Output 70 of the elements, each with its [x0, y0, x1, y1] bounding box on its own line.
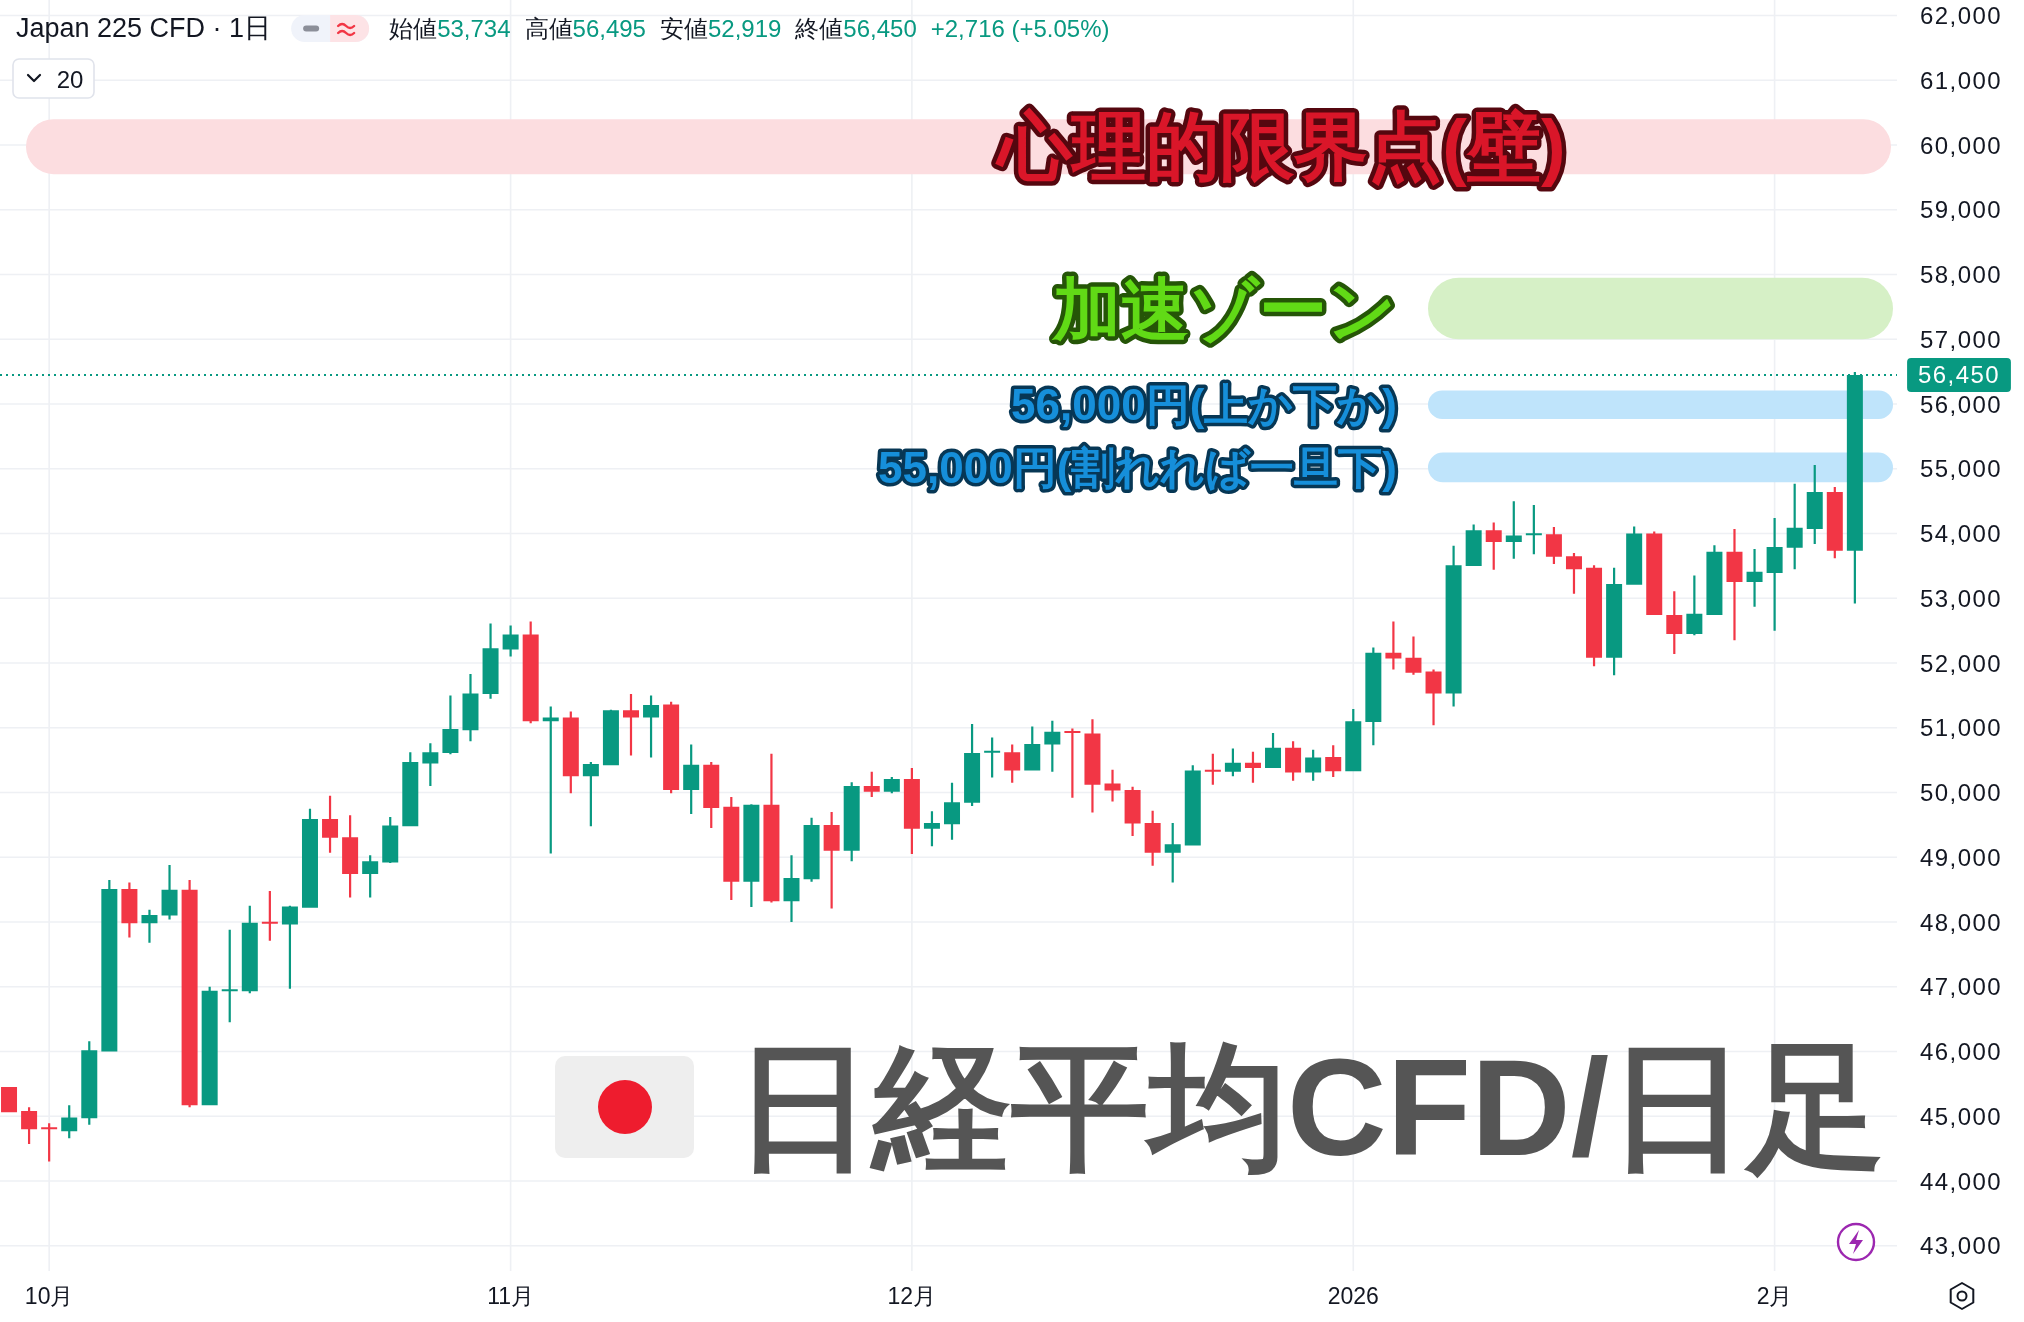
annotation: 終値56,450	[794, 14, 917, 42]
y-tick-label: 57,000	[1920, 325, 2002, 353]
interval-control: 20	[12, 58, 95, 99]
candlestick	[984, 737, 1001, 778]
candlestick	[121, 882, 138, 938]
annotation: 始値53,734	[389, 14, 511, 42]
candlestick	[41, 1123, 58, 1162]
candlestick	[1104, 769, 1121, 802]
band-label: 加速ゾーン	[1051, 270, 1397, 347]
candlestick	[161, 865, 178, 920]
candlestick	[221, 929, 238, 1023]
candlestick	[1505, 501, 1522, 559]
candlestick	[763, 753, 780, 903]
candlestick	[1525, 505, 1542, 555]
candlestick	[1164, 822, 1181, 883]
y-tick-label: 48,000	[1920, 908, 2002, 936]
candlestick	[1485, 522, 1502, 570]
y-tick-label: 55,000	[1920, 455, 2002, 483]
candlestick	[863, 771, 880, 798]
annotation: 安値52,919	[659, 14, 782, 42]
x-tick-label: 10月	[24, 1283, 74, 1309]
y-tick-label: 54,000	[1920, 520, 2002, 548]
candlestick	[462, 674, 479, 742]
candlestick	[281, 905, 298, 989]
band-label: 55,000円(割れれば一旦下)	[878, 442, 1397, 492]
text: 日経平均CFD/日足	[735, 1030, 1885, 1184]
candlestick	[261, 890, 278, 941]
y-tick-label: 56,000	[1920, 390, 2002, 418]
candlestick	[783, 855, 800, 923]
y-tick-label: 46,000	[1920, 1038, 2002, 1065]
y-tick-label: 50,000	[1920, 779, 2002, 807]
band-label: 心理的限界点(壁)	[995, 105, 1566, 189]
y-tick-label: 51,000	[1920, 714, 2002, 742]
candlestick	[1746, 549, 1763, 607]
candlestick	[1084, 719, 1101, 813]
annotation: +2,716 (+5.05%)	[930, 14, 1110, 42]
candlestick	[1064, 728, 1081, 798]
candlestick	[442, 695, 459, 755]
y-tick-label: 49,000	[1920, 843, 2002, 871]
candlestick	[1726, 528, 1743, 641]
ref-line-label: 56,450	[1918, 361, 2000, 389]
y-tick-label: 52,000	[1920, 649, 2002, 677]
y-tick-label: 61,000	[1920, 66, 2002, 94]
y-tick-label: 47,000	[1920, 973, 2002, 1001]
candlestick	[1385, 621, 1402, 670]
y-tick-label: 43,000	[1920, 1232, 2002, 1260]
band-label: 56,000円(上か下か)	[1011, 380, 1397, 430]
y-tick-label: 58,000	[1920, 261, 2002, 289]
candlestick	[1425, 669, 1442, 726]
x-tick-label: 11月	[487, 1283, 535, 1309]
candlestick	[1405, 636, 1422, 675]
candlestick	[1124, 786, 1141, 836]
x-tick-label: 2026	[1327, 1283, 1379, 1309]
candlestick	[923, 811, 940, 847]
candlestick	[482, 623, 499, 699]
x-tick-label: 12月	[887, 1283, 937, 1309]
y-tick-label: 59,000	[1920, 196, 2002, 224]
text: Japan 225 CFD · 1日	[16, 13, 272, 43]
y-tick-label: 44,000	[1920, 1167, 2002, 1195]
y-tick-label: 53,000	[1920, 584, 2002, 612]
annotation: 20	[56, 65, 84, 93]
candlestick	[542, 706, 559, 854]
y-tick-label: 62,000	[1920, 2, 2002, 30]
candlestick	[1204, 753, 1221, 785]
ref-line-label: 56,450	[1907, 357, 2011, 392]
candlestick	[141, 909, 158, 943]
x-tick-label: 2月	[1756, 1283, 1793, 1309]
annotation: 高値56,495	[524, 14, 646, 42]
y-tick-label: 45,000	[1920, 1102, 2002, 1130]
y-tick-label: 60,000	[1920, 131, 2002, 159]
